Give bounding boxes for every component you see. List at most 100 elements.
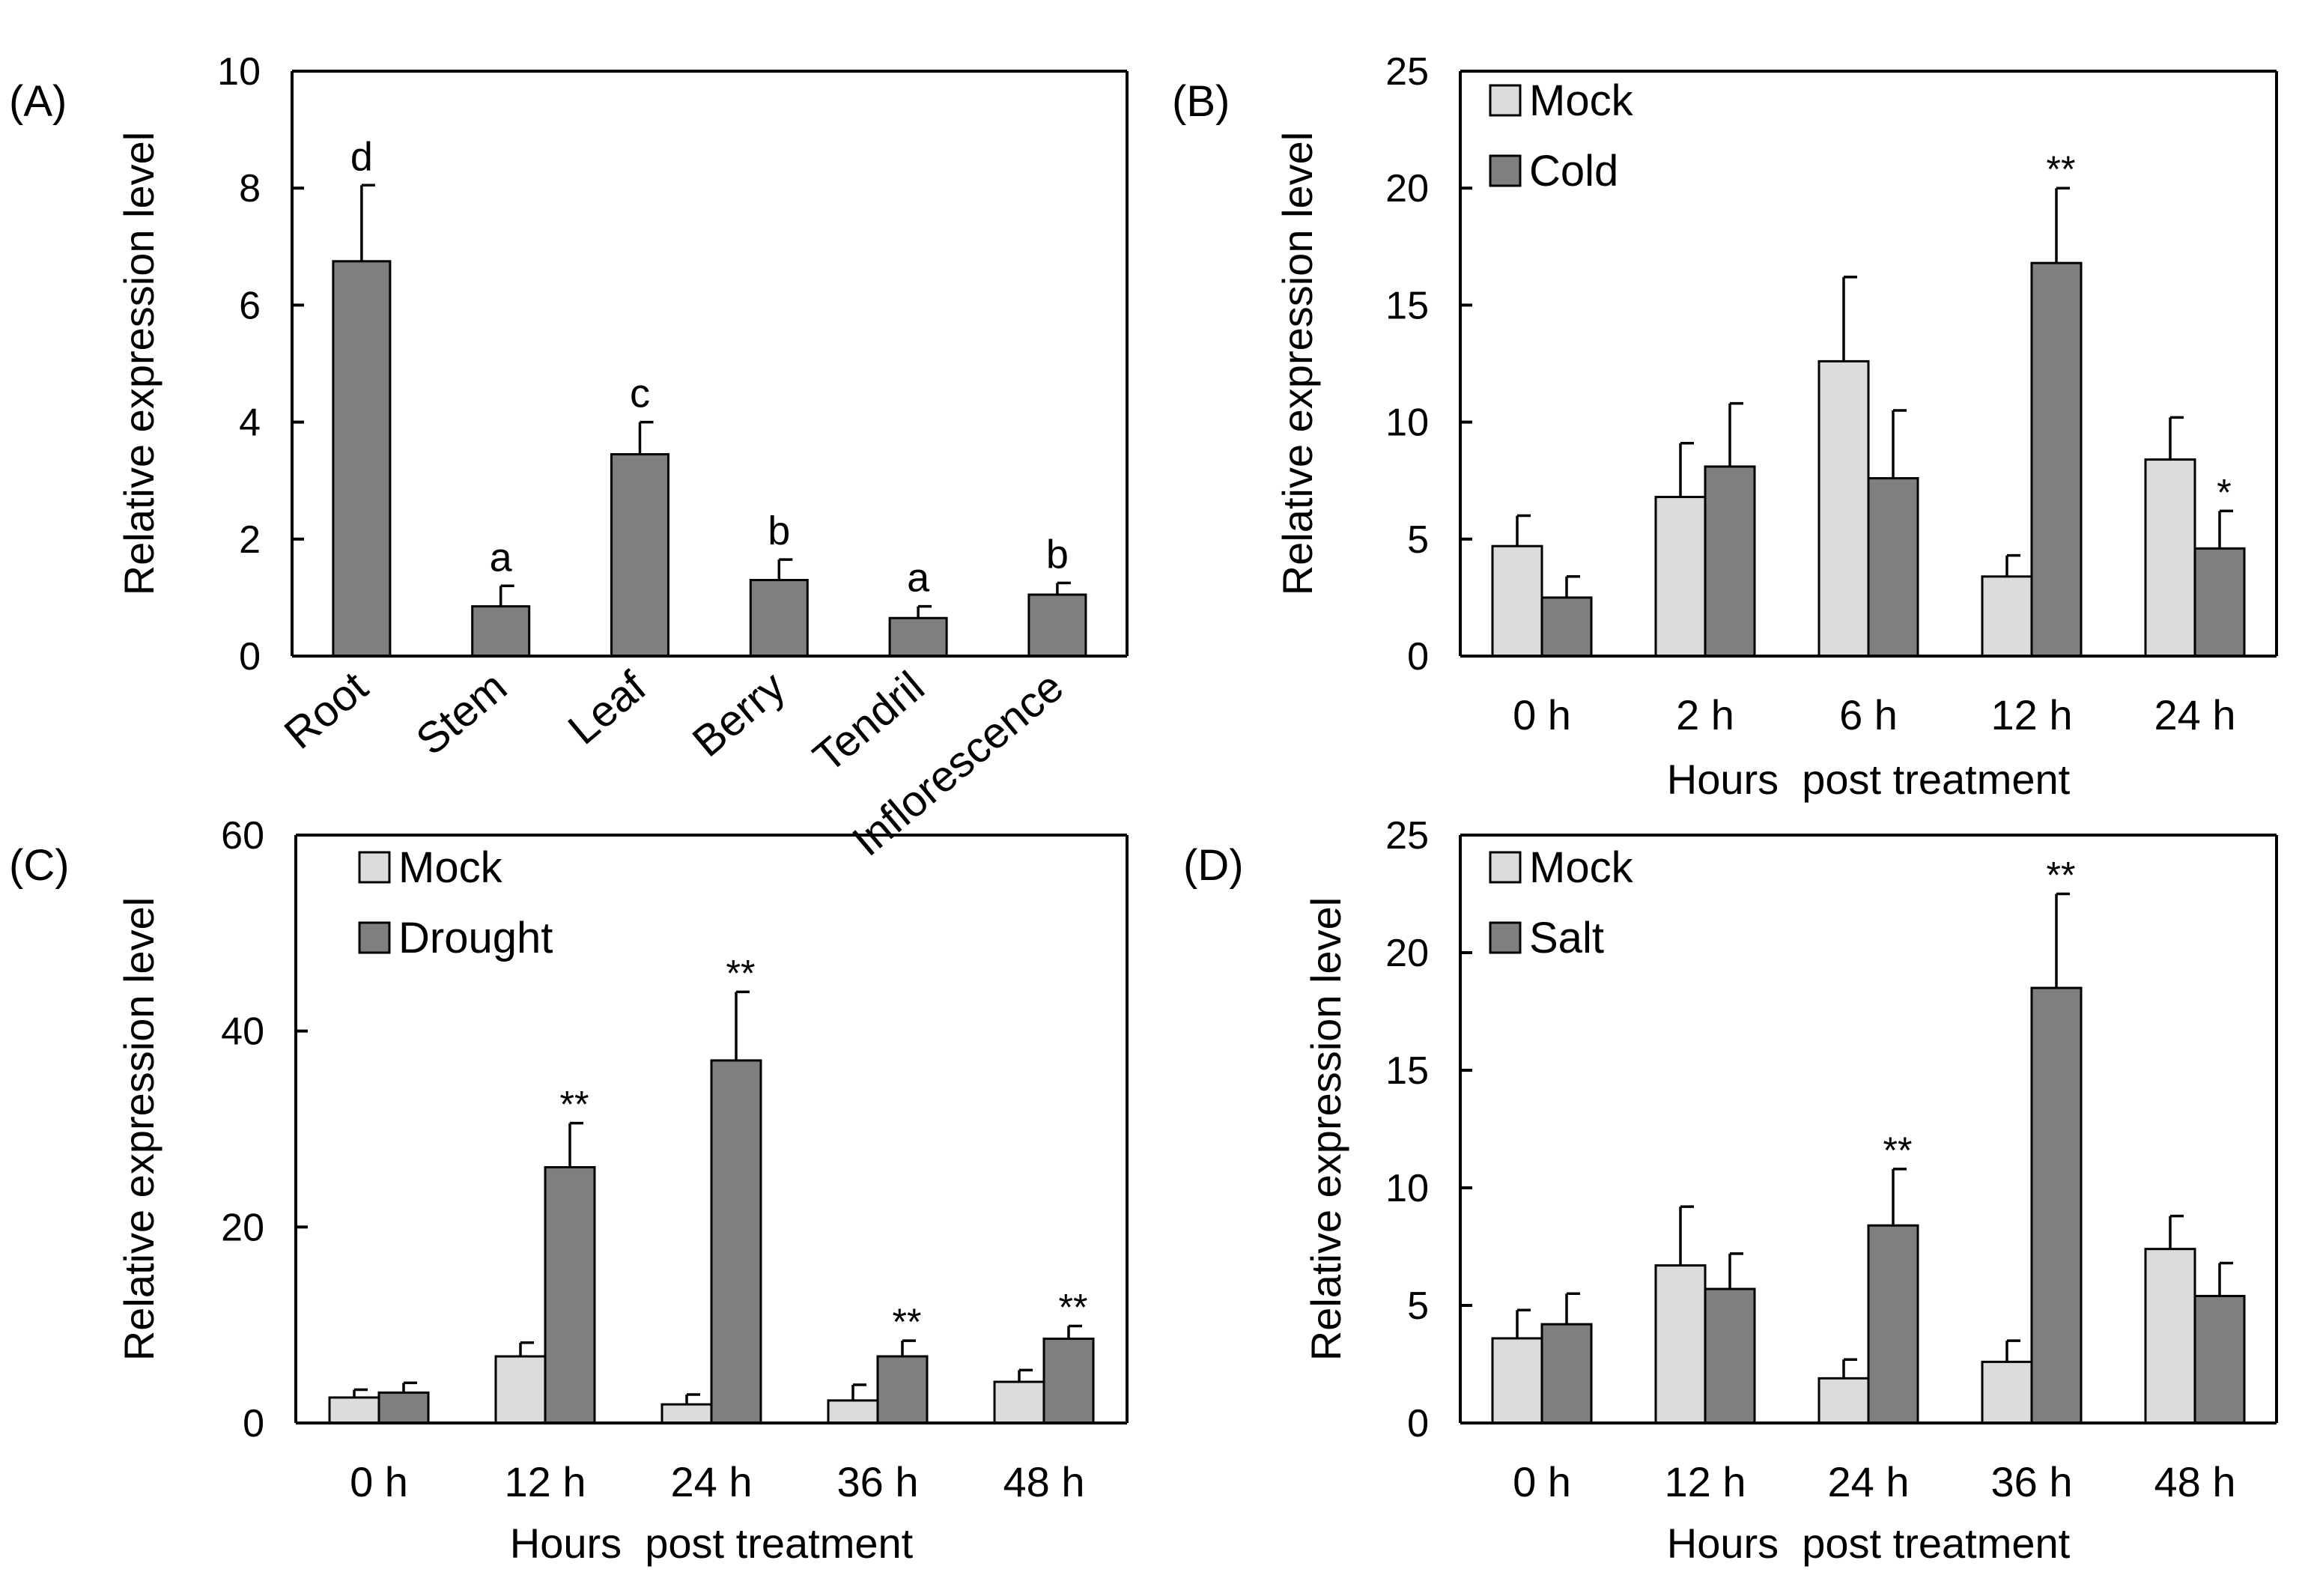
chart-b-bar-cold [1704,465,1756,658]
chart-c-annotation: ** [560,1084,589,1126]
chart-c-panel-label: (C) [9,841,70,890]
chart-c-xtick-label: 36 h [837,1458,919,1505]
chart-a-ytick-label: 4 [239,401,261,445]
chart-d-annotation: ** [1883,1129,1913,1171]
chart-b-bar-mock [1817,359,1870,658]
chart-b-ytick-label: 25 [1385,50,1429,94]
chart-d-bar-mock [1817,1377,1870,1424]
chart-c-ylabel: Relative expression level [115,897,163,1361]
chart-c-xtick-label: 48 h [1003,1458,1085,1505]
chart-d-bar-mock [1654,1264,1707,1424]
chart-a-ytick-label: 0 [239,635,261,679]
chart-a-ytick-label: 2 [239,518,261,562]
chart-b-legend-label-cold: Cold [1529,147,1618,195]
chart-d-bar-salt [1540,1323,1593,1424]
chart-c-legend-swatch-mock [358,851,391,884]
chart-d-xlabel: Hours post treatment [1667,1520,2071,1567]
chart-b-ytick-label: 5 [1407,518,1429,562]
chart-a-ytick-label: 10 [217,50,261,94]
chart-b-ytick-label: 10 [1385,401,1429,445]
chart-a-panel-label: (A) [9,77,67,126]
chart-b-bar-mock [2144,458,2196,658]
chart-d-ytick-label: 0 [1407,1402,1429,1445]
chart-b-xlabel: Hours post treatment [1667,756,2071,803]
chart-b-panel-label: (B) [1172,77,1230,126]
chart-d-ylabel: Relative expression level [1302,897,1349,1361]
chart-c-bar-drought [544,1166,596,1424]
chart-a-annotation: b [768,509,790,553]
chart-d-annotation: ** [2047,855,2076,896]
chart-d-legend-label-salt: Salt [1529,914,1604,962]
chart-d-ytick-label: 10 [1385,1167,1429,1210]
chart-a-bar-expression [610,453,669,658]
chart-d-bar-mock [1981,1360,2033,1424]
chart-a-annotation: a [907,556,930,601]
chart-c-bar-drought [1042,1337,1095,1424]
chart-d-xtick-label: 0 h [1513,1458,1571,1505]
chart-c-xtick-label: 12 h [505,1458,586,1505]
chart-b-bar-cold [1540,596,1593,658]
chart-c-bar-mock [827,1399,879,1424]
chart-d-ytick-label: 25 [1385,814,1429,858]
chart-c-ytick-label: 40 [221,1010,264,1054]
chart-d-xtick-label: 24 h [1828,1458,1910,1505]
chart-c-xtick-label: 0 h [350,1458,408,1505]
chart-c-bar-drought [876,1355,929,1424]
chart-c-legend-swatch-drought [358,921,391,954]
chart-d-bar-salt [1704,1287,1756,1424]
chart-a-bar-expression [888,616,948,658]
chart-b-legend-swatch-cold [1489,154,1522,187]
chart-a-annotation: c [630,371,650,416]
chart-c-bar-mock [328,1396,380,1424]
chart-d-bar-mock [2144,1248,2196,1424]
chart-b-legend-swatch-mock [1489,84,1522,117]
chart-b-bar-cold [2193,547,2246,658]
chart-a-bar-expression [332,260,392,658]
chart-c-bar-mock [660,1403,713,1424]
chart-d-xtick-label: 48 h [2154,1458,2236,1505]
chart-b-xtick-label: 24 h [2154,691,2236,738]
chart-c-legend-label-mock: Mock [398,843,503,892]
chart-b-bar-cold [1867,477,1919,658]
chart-c-annotation: ** [726,952,756,994]
chart-c-xlabel: Hours post treatment [510,1520,914,1567]
chart-a-annotation: d [350,134,373,179]
chart-d-bar-salt [2030,986,2083,1424]
chart-d-bar-salt [1867,1224,1919,1424]
chart-d-xtick-label: 36 h [1991,1458,2073,1505]
chart-d-legend-label-mock: Mock [1529,843,1634,892]
chart-c-legend-label-drought: Drought [398,914,553,962]
chart-b-ytick-label: 20 [1385,167,1429,210]
chart-b-ytick-label: 0 [1407,635,1429,679]
chart-a-bar-expression [1027,593,1087,658]
chart-c-ytick-label: 0 [243,1402,264,1445]
chart-d-bar-salt [2193,1294,2246,1424]
chart-b-ylabel: Relative expression level [1274,132,1321,595]
chart-d-panel-label: (D) [1183,841,1244,890]
chart-b-xtick-label: 2 h [1676,691,1734,738]
chart-c-annotation: ** [1059,1286,1088,1328]
chart-c-xtick-label: 24 h [671,1458,753,1505]
chart-c-bar-drought [710,1059,762,1424]
chart-c-bar-drought [377,1391,430,1424]
chart-b-xtick-label: 0 h [1513,691,1571,738]
chart-b-bar-mock [1981,575,2033,658]
chart-c-annotation: ** [893,1301,922,1343]
chart-b-annotation: ** [2047,148,2076,190]
chart-b-xtick-label: 6 h [1839,691,1898,738]
chart-a-bar-expression [471,605,531,658]
chart-b-annotation: * [2217,471,2231,513]
chart-d-ytick-label: 20 [1385,932,1429,975]
chart-c-ytick-label: 60 [221,814,264,858]
chart-b-ytick-label: 15 [1385,284,1429,327]
chart-a-annotation: b [1046,532,1069,577]
chart-b-legend-label-mock: Mock [1529,76,1634,125]
chart-a-ytick-label: 6 [239,284,261,327]
chart-b-bar-mock [1491,544,1543,658]
chart-b-bar-cold [2030,261,2083,658]
chart-a-annotation: a [490,535,513,580]
chart-d-bar-mock [1491,1337,1543,1424]
chart-a-ytick-label: 8 [239,167,261,210]
chart-c-bar-mock [993,1380,1045,1424]
